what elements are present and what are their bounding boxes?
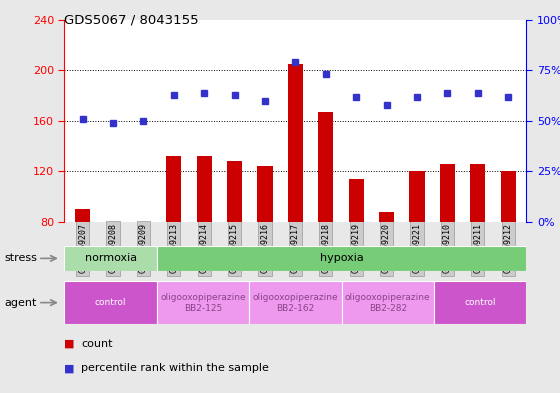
Text: control: control xyxy=(464,298,496,307)
Bar xyxy=(318,112,333,222)
Text: oligooxopiperazine
BB2-282: oligooxopiperazine BB2-282 xyxy=(345,292,431,313)
Text: count: count xyxy=(81,339,113,349)
Bar xyxy=(64,246,157,271)
Bar xyxy=(440,164,455,222)
Bar xyxy=(379,212,394,222)
Bar xyxy=(75,209,90,222)
Text: oligooxopiperazine
BB2-125: oligooxopiperazine BB2-125 xyxy=(160,292,246,313)
Text: control: control xyxy=(95,298,127,307)
Bar xyxy=(342,281,434,324)
Text: ■: ■ xyxy=(64,339,75,349)
Bar xyxy=(249,281,342,324)
Bar xyxy=(157,246,526,271)
Text: stress: stress xyxy=(4,253,38,263)
Bar xyxy=(409,171,424,222)
Bar xyxy=(348,179,364,222)
Bar xyxy=(501,171,516,222)
Bar xyxy=(166,156,181,222)
Bar xyxy=(470,164,486,222)
Bar xyxy=(434,281,526,324)
Bar xyxy=(227,161,242,222)
Text: normoxia: normoxia xyxy=(85,253,137,263)
Text: agent: agent xyxy=(4,298,37,308)
Text: hypoxia: hypoxia xyxy=(320,253,363,263)
Bar xyxy=(157,281,249,324)
Text: percentile rank within the sample: percentile rank within the sample xyxy=(81,363,269,373)
Bar xyxy=(258,166,273,222)
Bar xyxy=(197,156,212,222)
Text: ■: ■ xyxy=(64,363,75,373)
Bar xyxy=(64,281,157,324)
Text: oligooxopiperazine
BB2-162: oligooxopiperazine BB2-162 xyxy=(253,292,338,313)
Bar xyxy=(288,64,303,222)
Text: GDS5067 / 8043155: GDS5067 / 8043155 xyxy=(64,14,199,27)
